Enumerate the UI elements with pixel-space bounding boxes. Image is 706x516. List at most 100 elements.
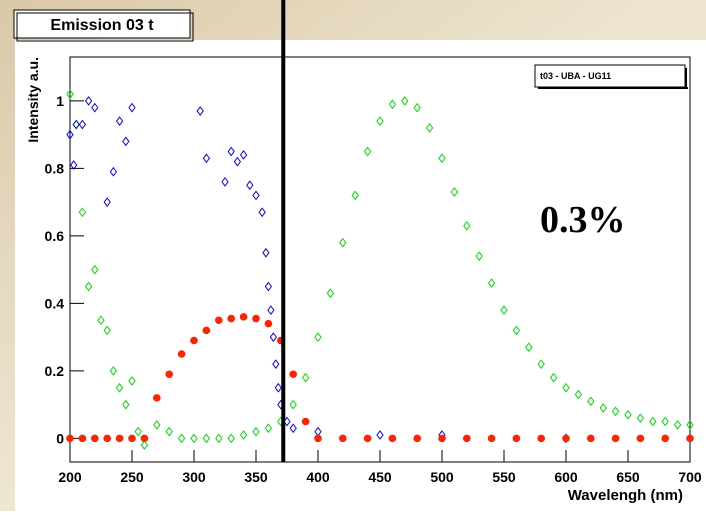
point [103,434,111,443]
x-tick-label: 250 [120,469,144,485]
point [401,96,409,106]
point [274,382,282,393]
x-tick-label: 400 [306,469,330,485]
point [376,430,384,440]
point [388,99,397,110]
point [103,325,111,336]
point [215,316,223,325]
point [363,146,372,157]
point [140,440,149,450]
point [109,166,118,177]
chart-title: Emission 03 t [50,17,154,34]
point [109,366,118,376]
point [153,394,161,402]
point [97,315,105,326]
point [267,305,275,315]
point [227,146,235,157]
point [115,434,124,443]
point [363,434,372,443]
point [562,434,570,443]
point [78,119,87,130]
x-tick-label: 300 [182,469,206,485]
point [122,399,130,410]
point [537,434,545,443]
point [351,190,359,201]
point [264,281,273,292]
point [487,278,496,288]
point [215,433,223,444]
point [339,434,347,443]
point [239,150,248,160]
point [587,396,595,407]
point [66,434,74,443]
legend-title: t03 - UBA - UG11 [540,71,611,81]
point [272,359,280,369]
point [587,434,595,443]
point [686,434,694,443]
point [661,434,669,443]
point [84,96,93,106]
point [425,123,434,133]
point [525,342,533,353]
x-tick-label: 350 [244,469,268,485]
point [686,420,694,430]
point [78,434,87,443]
point [574,389,583,400]
y-tick-label: 0.8 [45,160,65,176]
point [221,177,229,187]
point [289,423,297,434]
point [262,247,270,258]
point [227,314,235,323]
point [512,434,521,443]
point [438,434,446,443]
point [636,434,645,443]
point [91,102,99,113]
point [233,156,242,167]
point [239,430,248,440]
point [413,102,421,113]
x-tick-label: 200 [58,469,82,485]
point [202,326,211,335]
point [91,434,99,443]
point [128,434,136,443]
point [549,372,558,383]
title-box-shadow [16,12,194,42]
point [202,433,211,444]
point [196,106,204,116]
point [301,372,310,383]
point [78,207,87,218]
point [134,426,142,437]
point [264,319,273,328]
point [128,102,136,113]
point [177,433,186,444]
point [314,434,322,443]
point [66,89,74,99]
point [314,332,322,342]
point [487,434,496,443]
title-box [13,9,191,39]
point [122,136,130,147]
x-axis-label: Wavelengh (nm) [568,487,683,504]
point [438,153,446,164]
point [673,420,682,430]
y-tick-label: 0.4 [45,295,65,311]
x-tick-label: 600 [554,469,578,485]
point [388,434,397,443]
point [252,426,260,437]
point [177,350,186,358]
point [66,129,74,140]
point [165,370,173,379]
point [413,434,422,443]
x-tick-label: 550 [492,469,516,485]
point [450,187,459,197]
point [190,433,198,444]
point [463,220,471,231]
point [376,116,384,126]
point [140,434,149,443]
y-tick-label: 1 [56,93,64,109]
point [91,264,99,275]
point [301,417,310,426]
point [252,314,260,323]
